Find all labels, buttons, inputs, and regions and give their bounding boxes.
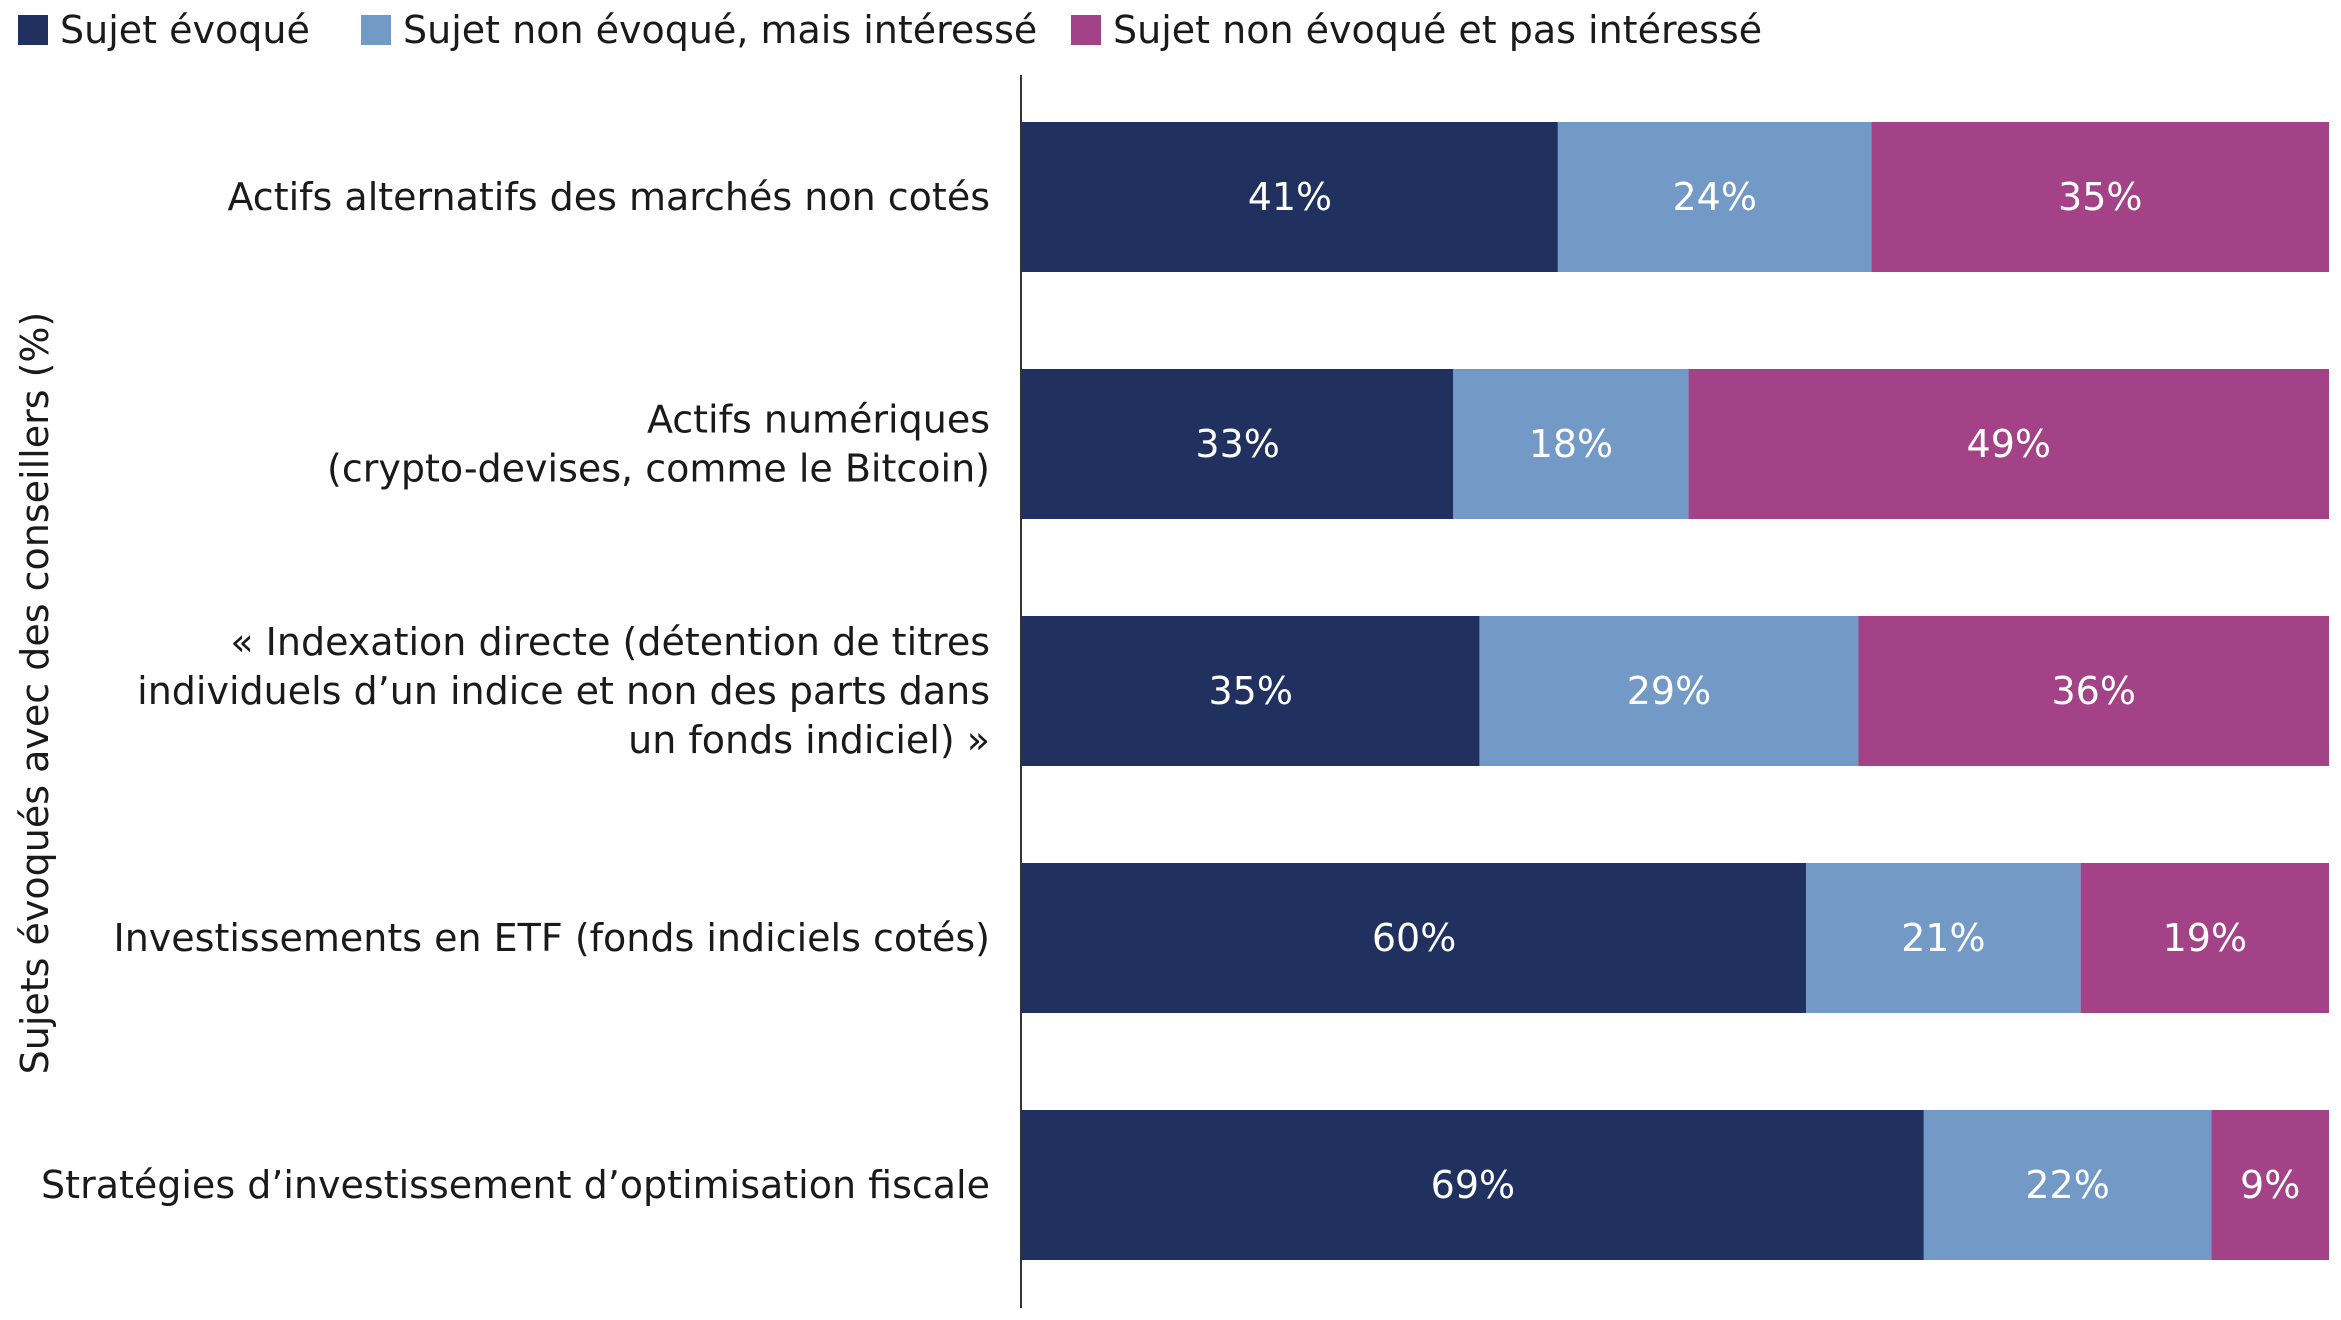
- bar-segment: [2211, 1110, 2329, 1260]
- legend-item: Sujet évoqué: [18, 8, 310, 52]
- bar-value-label: 49%: [1967, 422, 2051, 466]
- bar-segment: [1923, 1110, 2212, 1260]
- y-axis-title: Sujets évoqués avec des conseillers (%): [13, 312, 57, 1075]
- bar-segment: [1022, 616, 1480, 766]
- legend-swatch: [361, 15, 391, 45]
- bars: 41% 24% 35% 33% 18% 49% 35% 29% 36% 60% 21% 19% 69% 2…: [1022, 122, 2329, 1260]
- bar-value-label: 21%: [1901, 916, 1985, 960]
- category-label: Investissements en ETF (fonds indiciels …: [113, 916, 990, 960]
- category-labels: Actifs alternatifs des marchés non cotés…: [41, 175, 990, 1207]
- category-label-line: Actifs alternatifs des marchés non cotés: [227, 175, 990, 219]
- bar-value-label: 35%: [2058, 175, 2142, 219]
- bar-value-label: 19%: [2163, 916, 2247, 960]
- category-label-line: « Indexation directe (détention de titre…: [230, 620, 990, 664]
- category-label: Actifs numériques (crypto-devises, comme …: [327, 398, 990, 491]
- bar-value-label: 9%: [2240, 1163, 2300, 1207]
- bar-segment: [1022, 369, 1454, 519]
- category-label-line: Investissements en ETF (fonds indiciels …: [113, 916, 990, 960]
- category-label: Stratégies d’investissement d’optimisati…: [41, 1163, 990, 1207]
- bar-segment: [1453, 369, 1689, 519]
- bar-value-label: 41%: [1248, 175, 1332, 219]
- bar-segment: [1557, 122, 1872, 272]
- bar-value-label: 60%: [1372, 916, 1456, 960]
- category-label: Actifs alternatifs des marchés non cotés: [227, 175, 990, 219]
- category-label-line: un fonds indiciel) »: [628, 718, 990, 762]
- bar-segment: [1688, 369, 2329, 519]
- bar-value-label: 36%: [2052, 669, 2136, 713]
- bar-value-label: 29%: [1627, 669, 1711, 713]
- bar-value-label: 18%: [1529, 422, 1613, 466]
- legend-label: Sujet non évoqué, mais intéressé: [403, 8, 1037, 52]
- bar-value-label: 33%: [1195, 422, 1279, 466]
- legend-label: Sujet évoqué: [60, 8, 310, 52]
- bar-segment: [1022, 863, 1807, 1013]
- bar-segment: [1871, 122, 2329, 272]
- bar-segment: [1022, 1110, 1924, 1260]
- legend-item: Sujet non évoqué et pas intéressé: [1071, 8, 1762, 52]
- bar-segment: [1022, 122, 1558, 272]
- category-label-line: individuels d’un indice et non des parts…: [137, 669, 990, 713]
- legend-label: Sujet non évoqué et pas intéressé: [1113, 8, 1762, 52]
- bar-segment: [1806, 863, 2081, 1013]
- legend-swatch: [18, 15, 48, 45]
- bar-value-label: 22%: [2025, 1163, 2109, 1207]
- legend: Sujet évoqué Sujet non évoqué, mais intér…: [18, 8, 1762, 52]
- category-label-line: (crypto-devises, comme le Bitcoin): [327, 447, 990, 491]
- bar-segment: [1479, 616, 1859, 766]
- category-label-line: Stratégies d’investissement d’optimisati…: [41, 1163, 990, 1207]
- bar-segment: [1858, 616, 2329, 766]
- bar-segment: [2080, 863, 2329, 1013]
- legend-swatch: [1071, 15, 1101, 45]
- category-label: « Indexation directe (détention de titre…: [137, 620, 990, 762]
- bar-value-label: 24%: [1672, 175, 1756, 219]
- bar-value-label: 69%: [1431, 1163, 1515, 1207]
- category-label-line: Actifs numériques: [647, 398, 990, 442]
- legend-item: Sujet non évoqué, mais intéressé: [361, 8, 1037, 52]
- bar-value-label: 35%: [1208, 669, 1292, 713]
